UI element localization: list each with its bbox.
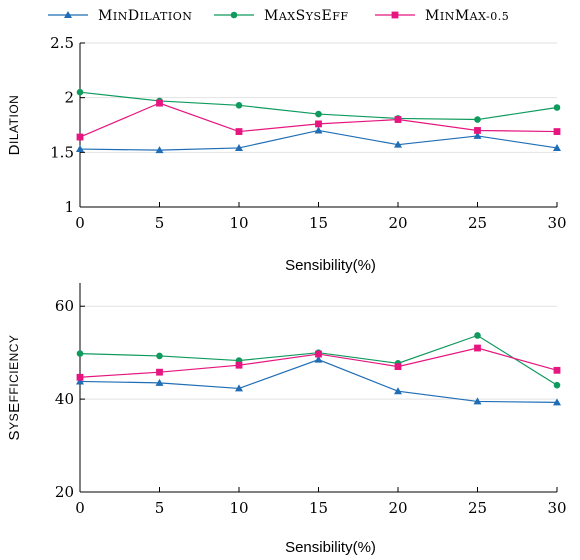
y-tick-label: 60: [55, 297, 74, 315]
y-tick-label: 1: [64, 198, 74, 216]
series-mindilation: [76, 126, 561, 154]
dilation-chart: 1 1.5 2 2.5 0 5 10 15 20 25 30 Sensibility(%) DILATI…: [6, 34, 567, 274]
data-point: [156, 368, 163, 376]
legend-label: MAXSYSEFF: [264, 8, 349, 24]
x-tick-label: 30: [547, 214, 566, 232]
y-tick-label: 2: [64, 89, 74, 107]
sysefficiency-chart: 20 40 60 0 5 10 15 20 25 30 Sensibility(%) SYSEFFIC…: [6, 283, 567, 556]
data-point: [394, 116, 402, 123]
data-point: [76, 373, 84, 381]
x-tick-label: 10: [229, 499, 248, 517]
y-tick-label: 2.5: [50, 34, 74, 52]
y-tick-label: 20: [55, 483, 74, 501]
x-tick-label: 0: [75, 499, 85, 517]
data-point: [315, 110, 322, 118]
data-point: [473, 397, 482, 405]
x-tick-label: 15: [309, 499, 328, 517]
data-point: [553, 366, 561, 374]
data-point: [76, 88, 84, 96]
data-point: [156, 352, 163, 360]
legend-item: MAXSYSEFF: [214, 8, 349, 24]
data-point: [76, 133, 84, 141]
data-point: [235, 384, 243, 392]
x-tick-label: 20: [388, 214, 407, 232]
legend: MINDILATION MAXSYSEFF MINMAX-0.5: [48, 8, 509, 24]
data-point: [235, 143, 243, 151]
series-mindilation: [76, 355, 561, 406]
data-point: [394, 140, 402, 148]
x-tick-label: 5: [155, 499, 165, 517]
y-tick-label: 40: [55, 390, 74, 408]
legend-marker: [230, 11, 238, 19]
series-line: [79, 358, 558, 403]
x-tick-label: 0: [75, 214, 85, 232]
x-axis-label: Sensibility(%): [285, 257, 376, 274]
data-point: [156, 99, 163, 107]
legend-label: MINDILATION: [98, 8, 192, 24]
x-tick-label: 15: [309, 214, 328, 232]
x-tick-label: 25: [468, 499, 487, 517]
data-point: [314, 126, 323, 134]
data-point: [76, 350, 84, 357]
y-axis-label: SYSEFFICIENCY: [6, 335, 23, 441]
data-point: [553, 104, 561, 111]
x-axis-label: Sensibility(%): [285, 539, 376, 556]
data-point: [235, 102, 243, 109]
data-point: [474, 332, 481, 339]
series-minmax-0-5: [76, 99, 561, 141]
data-point: [235, 128, 243, 135]
y-tick-label: 1.5: [50, 143, 74, 161]
data-point: [473, 131, 482, 139]
data-point: [155, 146, 164, 154]
x-tick-label: 20: [388, 499, 407, 517]
series-minmax-0-5: [76, 344, 561, 381]
data-point: [155, 378, 164, 386]
data-point: [474, 344, 481, 352]
data-point: [553, 143, 561, 151]
series-maxsyseff: [76, 88, 561, 123]
legend-label: MINMAX-0.5: [425, 8, 509, 24]
data-point: [474, 116, 481, 123]
x-tick-label: 10: [229, 214, 248, 232]
legend-item: MINMAX-0.5: [375, 8, 509, 24]
data-point: [76, 145, 84, 153]
data-point: [314, 355, 323, 363]
data-point: [315, 120, 322, 128]
data-point: [474, 127, 481, 134]
data-point: [553, 128, 561, 135]
data-point: [553, 398, 561, 406]
data-point: [553, 381, 561, 389]
data-point: [394, 363, 402, 370]
x-tick-label: 5: [155, 214, 165, 232]
legend-item: MINDILATION: [48, 8, 192, 24]
data-point: [315, 350, 322, 358]
data-point: [76, 377, 84, 385]
x-tick-label: 25: [468, 214, 487, 232]
data-point: [394, 387, 402, 395]
y-axis-label: DILATION: [6, 95, 23, 156]
data-point: [235, 361, 243, 369]
x-tick-label: 30: [547, 499, 566, 517]
legend-marker: [391, 11, 399, 19]
legend-marker: [64, 11, 72, 18]
